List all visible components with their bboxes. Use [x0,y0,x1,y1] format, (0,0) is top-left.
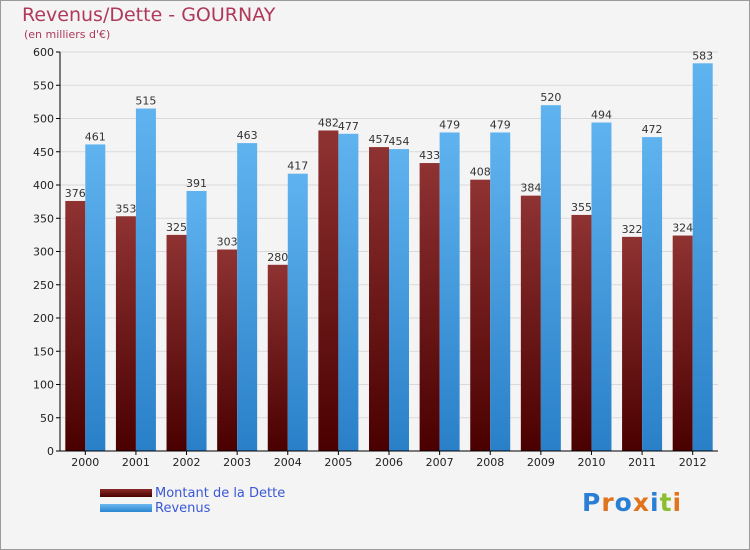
x-tick-label: 2007 [426,456,454,469]
bar-debt [419,163,440,451]
y-tick-label: 100 [33,379,54,392]
data-label-debt: 353 [115,202,136,215]
logo-letter: i [672,488,683,517]
data-label-revenue: 391 [186,177,207,190]
data-label-revenue: 417 [287,160,308,173]
bar-revenue [237,143,258,452]
bar-debt [470,179,491,451]
logo-letter: r [601,488,615,517]
y-tick-label: 0 [47,445,54,458]
bar-revenue [591,122,612,452]
data-label-revenue: 515 [135,95,156,108]
bar-revenue [135,108,156,452]
x-tick-label: 2009 [527,456,555,469]
data-label-revenue: 461 [85,130,106,143]
bar-revenue [186,190,207,452]
bar-debt [520,195,541,451]
x-tick-label: 2011 [628,456,656,469]
data-label-revenue: 479 [439,118,460,131]
data-label-debt: 482 [318,116,339,129]
legend-swatch-debt [100,488,152,497]
x-tick-label: 2000 [71,456,99,469]
bar-debt [166,234,187,451]
legend: Montant de la Dette Revenus [100,486,285,516]
data-label-debt: 408 [470,166,491,179]
y-tick-label: 450 [33,146,54,159]
bars [65,63,713,452]
y-tick-label: 550 [33,79,54,92]
x-tick-label: 2006 [375,456,403,469]
x-tick-label: 2005 [324,456,352,469]
x-tick-label: 2003 [223,456,251,469]
bar-debt [267,264,288,451]
legend-swatch-revenue [100,503,152,512]
x-tick-label: 2004 [274,456,302,469]
data-label-debt: 457 [369,133,390,146]
legend-label-revenue: Revenus [155,501,211,516]
bar-revenue [540,105,561,451]
y-tick-label: 150 [33,345,54,358]
data-label-debt: 303 [217,236,238,249]
bar-revenue [642,137,663,451]
bar-revenue [389,149,409,451]
legend-item-revenue: Revenus [100,501,285,516]
data-label-debt: 384 [520,182,541,195]
logo-letter: x [632,488,650,517]
data-label-revenue: 583 [692,49,713,62]
y-tick-label: 200 [33,312,54,325]
chart-subtitle: (en milliers d'€) [24,28,111,41]
bar-debt [571,214,592,451]
proxiti-logo: Proxiti [582,488,682,517]
bar-debt [369,147,389,451]
bar-revenue [439,132,460,451]
y-tick-label: 500 [33,113,54,126]
data-label-debt: 280 [267,251,288,264]
y-tick-label: 350 [33,212,54,225]
y-tick-label: 250 [33,279,54,292]
logo-letter: o [614,488,633,517]
legend-label-debt: Montant de la Dette [155,486,286,501]
data-label-debt: 376 [65,187,86,200]
data-label-revenue: 477 [338,120,359,133]
data-label-debt: 355 [571,201,592,214]
x-tick-label: 2008 [476,456,504,469]
y-tick-label: 400 [33,179,54,192]
logo-letter: t [659,488,673,517]
bar-revenue [85,144,106,451]
y-tick-label: 300 [33,246,54,259]
data-label-debt: 433 [419,149,440,162]
data-label-debt: 324 [672,222,693,235]
y-tick-label: 50 [40,412,54,425]
data-label-revenue: 472 [642,123,663,136]
legend-item-debt: Montant de la Dette [100,486,285,501]
bar-debt [217,249,238,451]
bar-revenue [692,63,713,452]
y-tick-label: 600 [33,46,54,59]
data-label-debt: 322 [622,223,643,236]
axes: 0 50 100 150 200 250 300 350 400 450 500 550 600 2000… [33,46,718,469]
logo-letter: i [650,488,660,517]
x-tick-label: 2012 [679,456,707,469]
data-label-revenue: 479 [490,118,511,131]
x-tick-label: 2002 [173,456,201,469]
x-tick-label: 2001 [122,456,150,469]
logo-letter: P [582,488,602,517]
bar-debt [115,216,136,451]
data-label-revenue: 463 [237,129,258,142]
x-tick-label: 2010 [577,456,605,469]
chart-title: Revenus/Dette - GOURNAY [22,4,276,26]
data-label-revenue: 494 [591,108,612,121]
bar-debt [622,236,643,451]
bar-revenue [287,173,308,451]
data-label-debt: 325 [166,221,187,234]
bar-debt [672,235,693,451]
bar-revenue [338,133,359,452]
bar-debt [65,200,86,451]
bar-debt [318,130,339,451]
data-label-revenue: 520 [540,91,561,104]
bar-revenue [490,132,511,451]
data-label-revenue: 454 [389,135,410,148]
